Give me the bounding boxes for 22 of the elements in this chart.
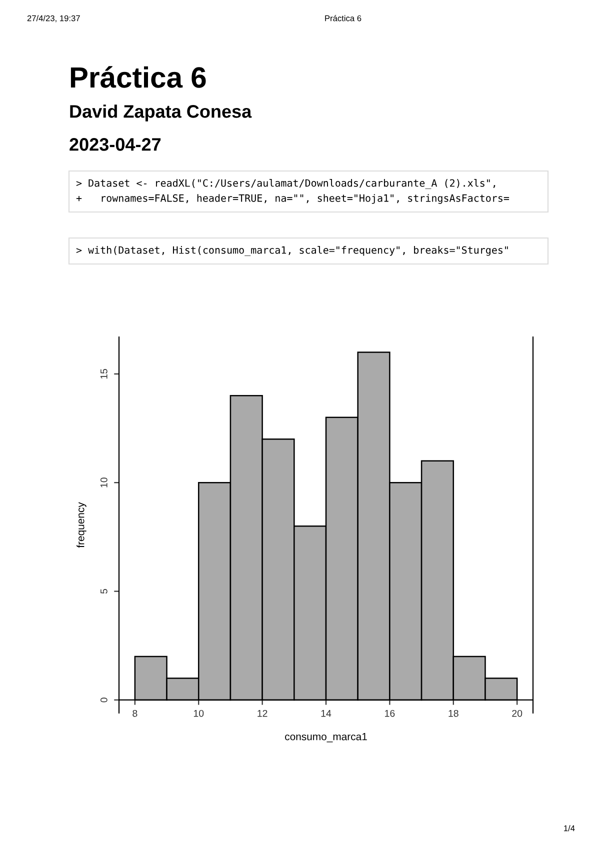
chart-title: Práctica 6: [70, 66, 206, 88]
y-axis-title: frequency: [76, 502, 86, 548]
y-tick-label: 0: [100, 698, 108, 702]
text: 1/4: [564, 825, 575, 832]
x-tick-label: 20: [512, 710, 522, 717]
x-tick-label: 12: [258, 710, 268, 717]
y-tick-label: 5: [100, 588, 108, 594]
text: Práctica 6: [325, 15, 362, 22]
text: 27/4/23, 19:37: [27, 15, 80, 22]
x-tick-label: 18: [448, 710, 458, 717]
text: + rownames=FALSE, header=TRUE, na="", sheet="Hoja1", stringsAsFactors=: [76, 194, 510, 204]
chart-subtitle: David Zapata Conesa: [70, 104, 252, 122]
x-tick-label: 16: [385, 710, 395, 717]
text: > with(Dataset, Hist(consumo_marca1, scale="frequency", breaks="Sturges": [76, 246, 508, 256]
text: > Dataset <- readXL("C:/Users/aulamat/Downloads/carburante_A (2).xls",: [76, 178, 496, 190]
x-tick-label: 14: [321, 710, 332, 717]
y-tick-label: 10: [100, 478, 108, 488]
y-tick-label: 15: [100, 368, 108, 379]
x-tick-label: 10: [194, 710, 204, 717]
x-axis-title: consumo_marca1: [285, 733, 367, 742]
text: 2023-04-27: [70, 138, 161, 151]
x-tick-label: 8: [132, 710, 138, 717]
